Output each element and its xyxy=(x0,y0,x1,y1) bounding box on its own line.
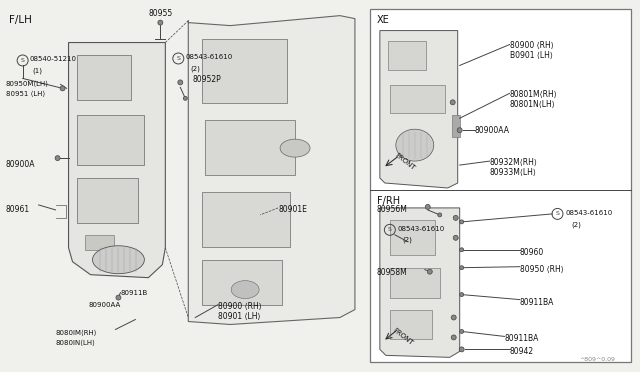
Text: FRONT: FRONT xyxy=(394,152,416,171)
Text: 80911B: 80911B xyxy=(120,290,148,296)
Polygon shape xyxy=(380,208,460,357)
Circle shape xyxy=(438,213,442,217)
Bar xyxy=(205,120,295,175)
Text: 80901 ⟨LH⟩: 80901 ⟨LH⟩ xyxy=(218,311,260,321)
Text: F/RH: F/RH xyxy=(377,196,400,206)
Text: 80801M⟨RH⟩: 80801M⟨RH⟩ xyxy=(509,90,557,99)
Circle shape xyxy=(457,128,462,133)
Bar xyxy=(370,9,631,362)
Text: 8080lM⟨RH⟩: 8080lM⟨RH⟩ xyxy=(56,330,97,336)
Circle shape xyxy=(178,80,183,85)
Circle shape xyxy=(60,86,65,91)
Bar xyxy=(202,192,290,247)
Text: 8080lN⟨LH⟩: 8080lN⟨LH⟩ xyxy=(56,339,95,346)
Circle shape xyxy=(460,266,464,270)
Bar xyxy=(84,235,115,250)
Text: ^809^0.09: ^809^0.09 xyxy=(579,357,616,362)
Text: S: S xyxy=(388,227,392,232)
Text: 80942: 80942 xyxy=(509,347,534,356)
Text: 80911BA: 80911BA xyxy=(520,298,554,307)
Circle shape xyxy=(451,315,456,320)
Text: 80958M: 80958M xyxy=(377,268,408,277)
Bar xyxy=(390,268,440,298)
Bar xyxy=(77,178,138,223)
Text: 80933M⟨LH⟩: 80933M⟨LH⟩ xyxy=(490,168,536,177)
Circle shape xyxy=(460,293,464,296)
Text: (2): (2) xyxy=(572,222,581,228)
Bar xyxy=(77,115,145,165)
Text: 80960: 80960 xyxy=(520,248,544,257)
Ellipse shape xyxy=(93,246,145,274)
Bar xyxy=(390,310,432,339)
Circle shape xyxy=(459,347,464,352)
Text: S: S xyxy=(20,58,24,63)
Bar xyxy=(77,55,131,100)
Text: 80932M⟨RH⟩: 80932M⟨RH⟩ xyxy=(490,158,538,167)
Text: B0901 ⟨LH⟩: B0901 ⟨LH⟩ xyxy=(509,51,552,60)
Circle shape xyxy=(451,335,456,340)
Text: FRONT: FRONT xyxy=(392,327,414,347)
Circle shape xyxy=(450,100,455,105)
Text: 80900AA: 80900AA xyxy=(88,302,121,308)
Circle shape xyxy=(453,215,458,220)
Bar xyxy=(202,39,287,103)
Text: 80900 ⟨RH⟩: 80900 ⟨RH⟩ xyxy=(218,302,262,311)
Bar xyxy=(390,86,445,113)
Polygon shape xyxy=(380,31,458,188)
Text: XE: XE xyxy=(377,15,390,25)
Circle shape xyxy=(460,220,464,224)
Circle shape xyxy=(55,155,60,161)
Text: 80952P: 80952P xyxy=(192,76,221,84)
Ellipse shape xyxy=(396,129,434,161)
Text: S: S xyxy=(556,211,559,217)
Text: 80900 ⟨RH⟩: 80900 ⟨RH⟩ xyxy=(509,41,554,49)
Polygon shape xyxy=(188,16,355,324)
Ellipse shape xyxy=(231,280,259,299)
Text: 80911BA: 80911BA xyxy=(504,334,539,343)
Bar xyxy=(202,260,282,305)
Text: 80900A: 80900A xyxy=(6,160,35,169)
Text: 80951 ⟨LH⟩: 80951 ⟨LH⟩ xyxy=(6,90,45,97)
Text: 08543-61610: 08543-61610 xyxy=(566,210,612,216)
Text: (1): (1) xyxy=(33,67,43,74)
Circle shape xyxy=(158,20,163,25)
Text: 08543-61610: 08543-61610 xyxy=(398,226,445,232)
Circle shape xyxy=(460,330,464,333)
Bar xyxy=(388,41,426,70)
Text: 80801N⟨LH⟩: 80801N⟨LH⟩ xyxy=(509,100,556,109)
Text: 80950 ⟨RH⟩: 80950 ⟨RH⟩ xyxy=(520,265,563,274)
Ellipse shape xyxy=(280,139,310,157)
Circle shape xyxy=(428,269,432,274)
Polygon shape xyxy=(68,42,165,278)
Text: S: S xyxy=(177,56,180,61)
Text: F/LH: F/LH xyxy=(9,15,31,25)
Circle shape xyxy=(425,205,430,209)
Bar xyxy=(452,115,460,137)
Text: 08540-51210: 08540-51210 xyxy=(29,57,77,62)
Bar xyxy=(390,220,435,255)
Text: 80956M: 80956M xyxy=(377,205,408,214)
Circle shape xyxy=(460,248,464,252)
Text: (2): (2) xyxy=(190,65,200,72)
Circle shape xyxy=(116,295,121,300)
Circle shape xyxy=(453,235,458,240)
Text: 80900AA: 80900AA xyxy=(475,126,509,135)
Text: 80950M⟨LH⟩: 80950M⟨LH⟩ xyxy=(6,80,49,87)
Text: (2): (2) xyxy=(403,237,413,243)
Circle shape xyxy=(183,96,188,100)
Text: 80955: 80955 xyxy=(148,9,173,17)
Text: 80901E: 80901E xyxy=(278,205,307,214)
Text: 80961: 80961 xyxy=(6,205,30,214)
Text: 08543-61610: 08543-61610 xyxy=(186,54,232,61)
